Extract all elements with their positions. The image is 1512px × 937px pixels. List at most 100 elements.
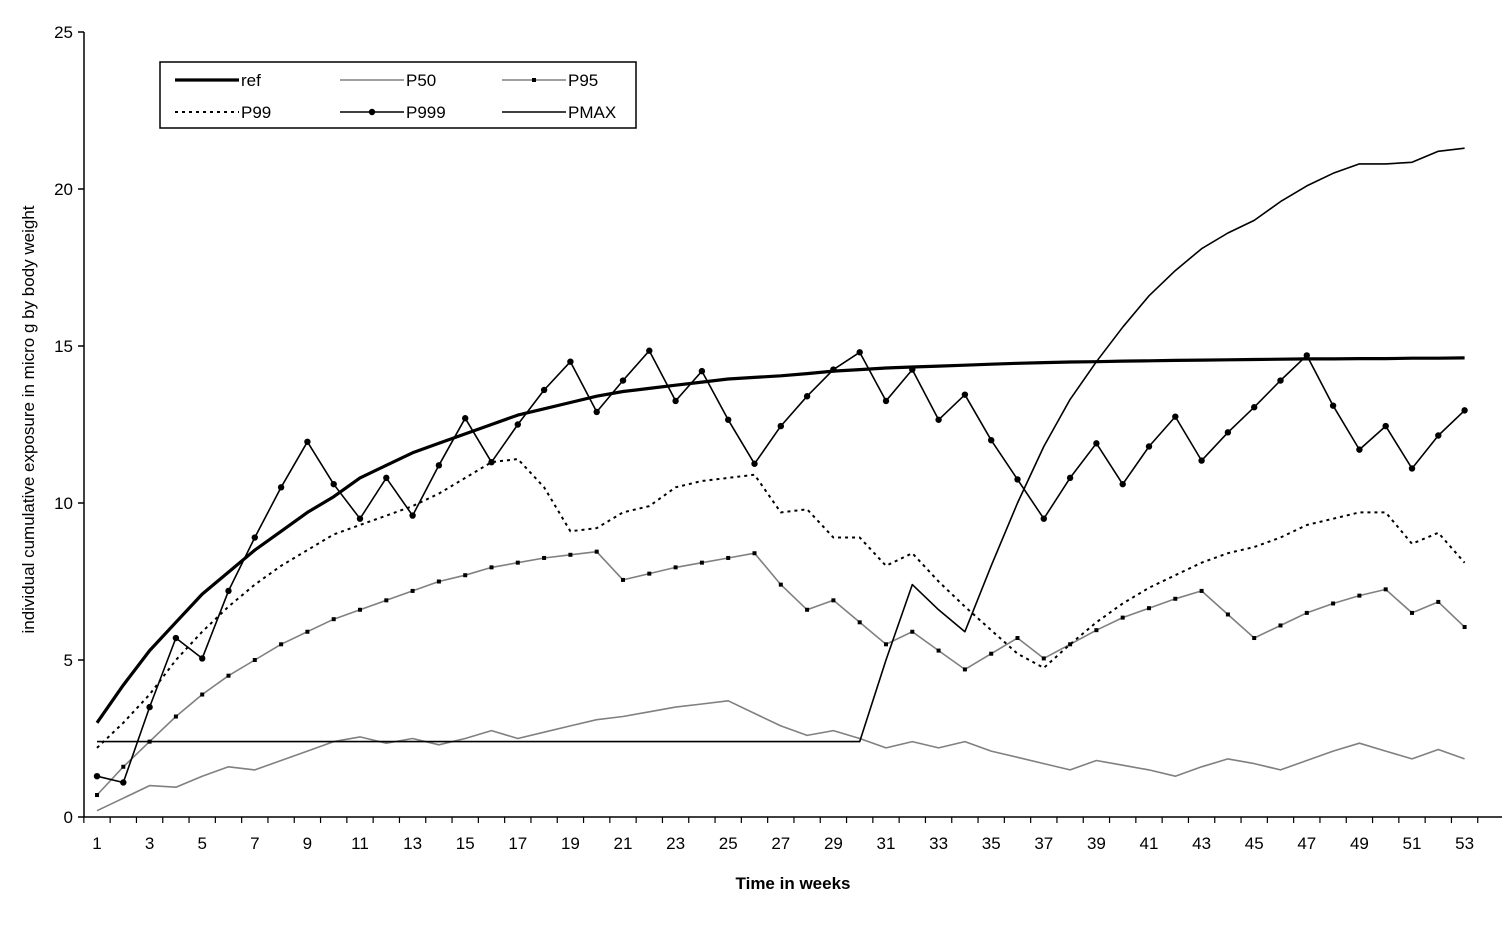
data-point-p999 [777, 422, 784, 430]
data-point-p999 [1119, 480, 1126, 488]
data-point-p999 [935, 416, 942, 423]
y-tick-label: 0 [64, 808, 73, 827]
data-point-p95 [358, 607, 362, 612]
data-point-p95 [1094, 628, 1099, 633]
x-tick-label: 3 [145, 834, 154, 853]
data-point-p999 [462, 415, 469, 422]
data-point-p999 [961, 391, 969, 398]
data-point-p95 [489, 565, 494, 570]
legend-item-p50: P50 [340, 71, 436, 90]
data-point-p999 [409, 512, 416, 519]
legend-label-p999: P999 [406, 103, 446, 122]
data-point-p95 [778, 582, 783, 587]
data-point-p95 [1410, 610, 1414, 615]
data-point-p999 [909, 366, 916, 373]
data-point-p999 [856, 349, 863, 356]
data-point-p95 [962, 667, 967, 672]
x-tick-label: 51 [1403, 834, 1422, 853]
data-point-p999 [1040, 515, 1048, 522]
x-tick-label: 37 [1034, 834, 1053, 853]
data-point-p95 [1173, 596, 1178, 601]
x-tick-label: 53 [1455, 834, 1474, 853]
series-line-ref [95, 356, 1465, 724]
y-tick-label: 20 [54, 180, 73, 199]
data-point-p95 [1225, 612, 1230, 617]
data-point-p999 [1435, 432, 1442, 439]
data-point-p999 [540, 386, 548, 394]
data-point-p999 [435, 462, 443, 469]
data-point-p999 [514, 421, 521, 428]
data-point-p95 [1357, 593, 1362, 598]
legend-marker-p95 [532, 78, 536, 82]
data-point-p999 [1145, 443, 1153, 450]
data-point-p95 [305, 629, 310, 634]
data-point-p95 [542, 555, 547, 560]
data-point-p999 [488, 458, 495, 466]
data-point-p95 [884, 642, 888, 647]
x-tick-label: 43 [1192, 834, 1211, 853]
legend-item-p99: P99 [175, 103, 271, 122]
data-point-p999 [1408, 465, 1416, 472]
data-point-p999 [1224, 429, 1232, 436]
data-point-p999 [830, 366, 837, 373]
data-point-p95 [805, 607, 810, 612]
legend-label-ref: ref [241, 71, 261, 90]
x-tick-label: 39 [1087, 834, 1106, 853]
legend-box [159, 61, 637, 129]
data-point-p95 [121, 764, 126, 769]
data-point-p95 [1462, 625, 1467, 630]
data-point-p95 [1252, 636, 1257, 641]
data-point-p999 [1356, 446, 1363, 453]
x-tick-label: 21 [614, 834, 633, 853]
data-point-p95 [331, 617, 336, 622]
data-point-p95 [1199, 588, 1204, 593]
legend-item-p999: P999 [340, 103, 446, 122]
x-tick-label: 49 [1350, 834, 1369, 853]
x-tick-label: 31 [877, 834, 896, 853]
data-point-p999 [304, 438, 311, 445]
data-point-p95 [279, 642, 284, 647]
legend: ref P50 P95 P99 P999 PMAX [159, 61, 637, 129]
data-point-p95 [621, 577, 625, 582]
data-point-p95 [910, 629, 915, 634]
data-point-p999 [1066, 474, 1074, 482]
legend-marker-p999 [368, 108, 376, 116]
data-point-p95 [1015, 636, 1020, 641]
x-tick-label: 1 [92, 834, 101, 853]
data-point-p95 [95, 793, 99, 798]
data-point-p999 [1251, 404, 1258, 411]
series-p999 [93, 347, 1468, 786]
data-point-p999 [698, 367, 706, 375]
data-point-p95 [436, 579, 441, 584]
legend-label-p99: P99 [241, 103, 271, 122]
data-point-p95 [252, 658, 257, 662]
legend-label-p50: P50 [406, 71, 436, 90]
data-point-p95 [989, 651, 994, 656]
data-point-p95 [1041, 656, 1046, 661]
series-line-p99 [96, 458, 1466, 749]
x-tick-label: 45 [1245, 834, 1264, 853]
data-point-p999 [646, 347, 653, 354]
y-tick-label: 15 [54, 337, 73, 356]
data-point-p95 [673, 565, 678, 570]
data-point-p999 [593, 408, 600, 416]
data-point-p999 [619, 377, 627, 384]
data-point-p95 [200, 692, 205, 697]
x-tick-label: 41 [1140, 834, 1159, 853]
data-point-p95 [936, 648, 941, 653]
data-point-p95 [1304, 610, 1309, 615]
data-point-p999 [672, 397, 679, 405]
series-line-pmax [97, 147, 1465, 743]
data-point-p999 [330, 480, 337, 488]
x-tick-label: 15 [456, 834, 475, 853]
y-tick-label: 10 [54, 494, 73, 513]
legend-label-p95: P95 [568, 71, 598, 90]
data-point-p95 [463, 573, 468, 578]
y-tick-label: 25 [54, 23, 73, 42]
legend-item-pmax: PMAX [502, 103, 616, 122]
series-line-p999 [96, 349, 1466, 784]
data-point-p999 [988, 437, 995, 444]
data-point-p999 [1303, 352, 1311, 359]
